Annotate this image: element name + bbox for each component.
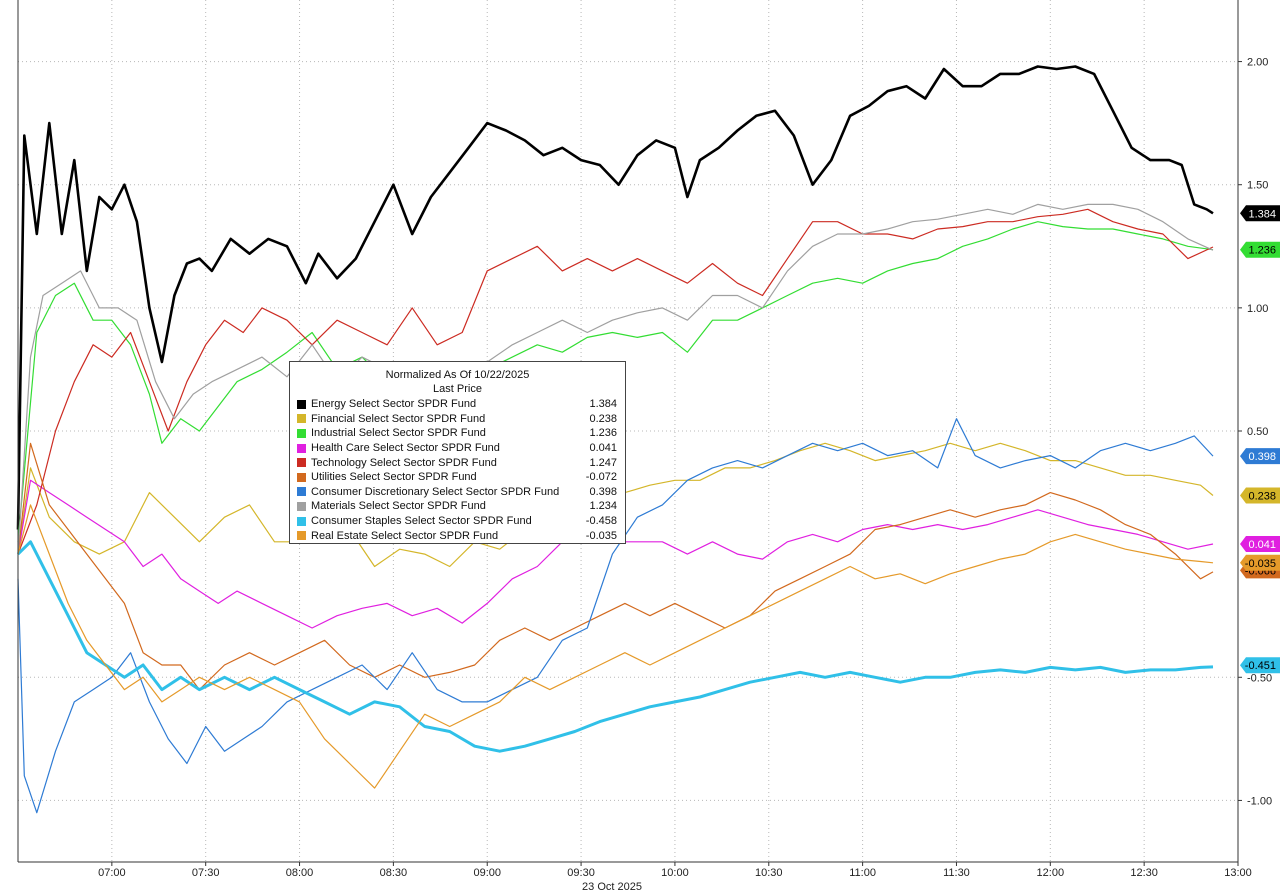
last-value-tag-bg-2 [1240, 241, 1280, 258]
legend-label-0: Energy Select Sector SPDR Fund [311, 398, 477, 411]
legend-swatch-7 [297, 501, 306, 511]
legend-value-8: -0.458 [585, 515, 617, 528]
x-tick-label-4: 09:00 [473, 867, 501, 879]
legend-list: Energy Select Sector SPDR Fund 1.384 Finan… [290, 396, 625, 543]
last-value-tag-bg-1 [1240, 487, 1280, 504]
legend-item-6: Consumer Discretionary Select Sector SPD… [297, 485, 617, 500]
y-tick-label-5: -1.00 [1247, 795, 1272, 807]
y-tick-label-1: 1.50 [1247, 180, 1268, 192]
last-value-tag-bg-9 [1240, 554, 1280, 571]
legend-title: Normalized As Of 10/22/2025 [385, 369, 530, 381]
last-value-tag-text-6: 0.398 [1248, 451, 1276, 463]
legend-item-4: Technology Select Sector SPDR Fund 1.247 [297, 455, 617, 470]
series-line-6 [17, 418, 1214, 814]
x-tick-label-3: 08:30 [380, 867, 408, 879]
legend-label-8: Consumer Staples Select Sector SPDR Fund [311, 515, 532, 528]
y-tick-labels: 2.00 1.50 1.00 0.50 -0.50 -1.00 [1238, 57, 1272, 807]
series-line-7 [17, 203, 1214, 555]
last-value-tag-bg-8 [1240, 657, 1280, 674]
legend-label-7: Materials Select Sector SPDR Fund [311, 500, 486, 513]
x-tick-labels: 07:00 07:30 08:00 08:30 09:00 09:30 10:00 10:30… [98, 862, 1252, 879]
legend-value-0: 1.384 [589, 398, 617, 411]
legend-value-5: -0.072 [585, 471, 617, 484]
last-value-tag-bg-6 [1240, 448, 1280, 465]
legend-value-2: 1.236 [589, 427, 617, 440]
legend-value-9: -0.035 [585, 529, 617, 542]
last-value-tag-text-1: 0.238 [1248, 491, 1276, 503]
legend-label-1: Financial Select Sector SPDR Fund [311, 412, 486, 425]
legend: Normalized As Of 10/22/2025 Last Price E… [289, 361, 626, 544]
legend-value-6: 0.398 [589, 485, 617, 498]
legend-label-4: Technology Select Sector SPDR Fund [311, 456, 497, 469]
legend-swatch-0 [297, 399, 306, 409]
gridlines [18, 0, 1239, 862]
x-tick-label-7: 10:30 [755, 867, 783, 879]
legend-label-5: Utilities Select Sector SPDR Fund [311, 471, 477, 484]
x-tick-label-0: 07:00 [98, 867, 126, 879]
legend-swatch-9 [297, 531, 306, 541]
legend-swatch-2 [297, 428, 306, 438]
legend-item-3: Health Care Select Sector SPDR Fund 0.041 [297, 441, 617, 456]
y-tick-label-3: 0.50 [1247, 426, 1268, 438]
legend-label-6: Consumer Discretionary Select Sector SPD… [311, 485, 560, 498]
series-line-5 [17, 442, 1214, 691]
last-value-tag-text-0: 1.384 [1248, 208, 1276, 220]
last-value-tag-1: 0.238 [1240, 487, 1280, 504]
series-line-9 [17, 504, 1214, 789]
legend-label-2: Industrial Select Sector SPDR Fund [311, 427, 486, 440]
legend-item-1: Financial Select Sector SPDR Fund 0.238 [297, 412, 617, 427]
legend-item-0: Energy Select Sector SPDR Fund 1.384 [297, 397, 617, 412]
legend-swatch-5 [297, 472, 306, 482]
x-tick-label-9: 11:30 [943, 867, 970, 879]
legend-label-3: Health Care Select Sector SPDR Fund [311, 442, 500, 455]
x-tick-label-10: 12:00 [1037, 867, 1065, 879]
legend-value-1: 0.238 [589, 412, 617, 425]
x-tick-label-11: 12:30 [1130, 867, 1158, 879]
last-value-tag-text-8: -0.451 [1245, 660, 1276, 672]
y-tick-label-2: 1.00 [1247, 303, 1268, 315]
legend-subtitle: Last Price [433, 383, 482, 395]
last-value-tag-bg-3 [1240, 536, 1280, 553]
legend-item-5: Utilities Select Sector SPDR Fund -0.072 [297, 470, 617, 485]
last-value-tag-3: 0.041 [1240, 536, 1280, 553]
legend-item-7: Materials Select Sector SPDR Fund 1.234 [297, 499, 617, 514]
last-value-tag-8: -0.451 [1240, 657, 1280, 674]
x-tick-label-12: 13:00 [1224, 867, 1252, 879]
legend-value-3: 0.041 [589, 442, 617, 455]
x-tick-label-8: 11:00 [849, 867, 876, 879]
series-line-0 [16, 65, 1214, 530]
last-value-tag-9: -0.035 [1240, 554, 1280, 571]
legend-swatch-8 [297, 516, 306, 526]
legend-item-9: Real Estate Select Sector SPDR Fund -0.03… [297, 528, 617, 543]
legend-item-2: Industrial Select Sector SPDR Fund 1.236 [297, 426, 617, 441]
x-axis-date-label: 23 Oct 2025 [582, 881, 642, 892]
last-value-tag-text-9: -0.035 [1245, 558, 1276, 570]
legend-label-9: Real Estate Select Sector SPDR Fund [311, 529, 499, 542]
series-line-4 [17, 208, 1214, 555]
legend-value-7: 1.234 [589, 500, 617, 513]
series-line-2 [17, 221, 1214, 542]
last-value-tags: 1.3840.2381.2360.041-0.0660.398-0.451-0.… [1240, 205, 1280, 674]
legend-swatch-1 [297, 414, 306, 424]
last-value-tag-text-2: 1.236 [1248, 245, 1276, 257]
legend-swatch-4 [297, 458, 306, 468]
last-value-tag-text-3: 0.041 [1248, 539, 1276, 551]
x-tick-label-2: 08:00 [286, 867, 314, 879]
series-line-8 [16, 540, 1214, 753]
x-tick-label-1: 07:30 [192, 867, 220, 879]
x-tick-label-5: 09:30 [567, 867, 595, 879]
y-tick-label-4: -0.50 [1247, 672, 1272, 684]
legend-swatch-6 [297, 487, 306, 497]
legend-item-8: Consumer Staples Select Sector SPDR Fund… [297, 514, 617, 529]
last-value-tag-2: 1.236 [1240, 241, 1280, 258]
x-tick-label-6: 10:00 [661, 867, 689, 879]
last-value-tag-bg-0 [1240, 205, 1280, 222]
legend-value-4: 1.247 [589, 456, 617, 469]
legend-swatch-3 [297, 443, 306, 453]
last-value-tag-0: 1.384 [1240, 205, 1280, 222]
last-value-tag-6: 0.398 [1240, 448, 1280, 465]
y-tick-label-0: 2.00 [1247, 57, 1268, 69]
